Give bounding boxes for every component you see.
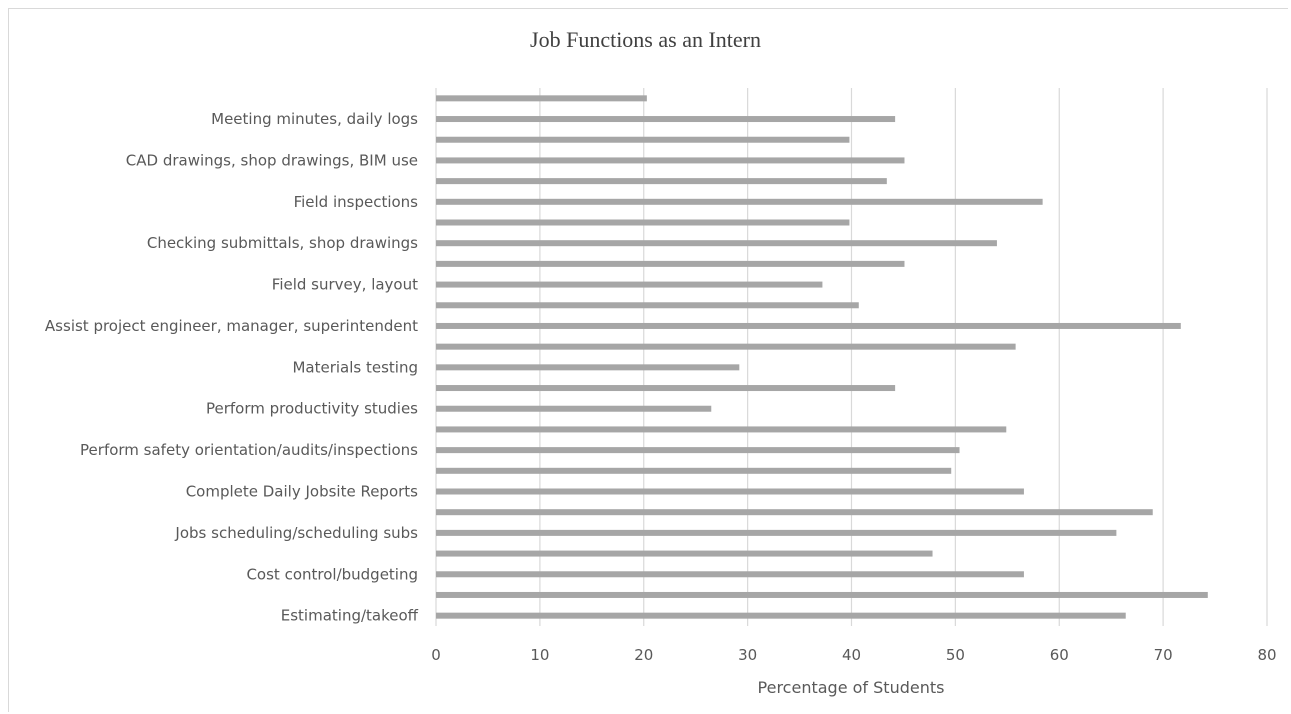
- x-tick-label: 20: [634, 646, 653, 664]
- category-label: Estimating/takeoff: [281, 607, 419, 625]
- bar: [436, 426, 1007, 433]
- x-tick-label: 80: [1257, 646, 1276, 664]
- bar: [436, 281, 823, 288]
- x-tick-label: 30: [738, 646, 757, 664]
- category-label: Materials testing: [292, 358, 418, 376]
- bar: [436, 157, 905, 164]
- category-label: Perform productivity studies: [206, 400, 418, 418]
- x-tick-label: 60: [1050, 646, 1069, 664]
- x-tick-label: 50: [946, 646, 965, 664]
- category-label: Cost control/budgeting: [246, 565, 418, 583]
- category-label: Assist project engineer, manager, superi…: [45, 317, 418, 335]
- x-tick-label: 70: [1154, 646, 1173, 664]
- bar: [436, 509, 1153, 516]
- bar: [436, 591, 1208, 598]
- category-label: Perform safety orientation/audits/inspec…: [80, 441, 418, 459]
- x-tick-label: 0: [431, 646, 441, 664]
- bar: [436, 405, 712, 412]
- bar: [436, 529, 1117, 536]
- category-label: Checking submittals, shop drawings: [147, 234, 418, 252]
- category-labels: Meeting minutes, daily logs CAD drawings,…: [45, 110, 419, 625]
- bar: [436, 178, 887, 185]
- gridlines: [435, 88, 1268, 626]
- chart-frame: [8, 8, 1288, 712]
- bar: [436, 467, 952, 474]
- bar: [436, 343, 1016, 350]
- x-axis-title: Percentage of Students: [758, 678, 945, 697]
- category-label: Complete Daily Jobsite Reports: [186, 483, 418, 501]
- x-tick-label: 10: [530, 646, 549, 664]
- x-tick-label: 40: [842, 646, 861, 664]
- bar: [436, 322, 1181, 329]
- bar: [436, 198, 1043, 205]
- category-label: Meeting minutes, daily logs: [211, 110, 418, 128]
- category-label: Jobs scheduling/scheduling subs: [174, 524, 418, 542]
- bar: [436, 571, 1024, 578]
- bar: [436, 136, 850, 143]
- bar: [436, 219, 850, 226]
- category-label: Field survey, layout: [272, 276, 418, 294]
- category-label: CAD drawings, shop drawings, BIM use: [126, 151, 418, 169]
- bar: [436, 240, 997, 247]
- category-label: Field inspections: [294, 193, 419, 211]
- bar: [436, 550, 933, 557]
- bar: [436, 260, 905, 267]
- x-tick-labels: 0 10 20 30 40 50 60 70 80: [431, 646, 1276, 664]
- bar: [436, 364, 740, 371]
- bar: [436, 447, 960, 454]
- bar: [436, 95, 647, 102]
- bar: [436, 385, 896, 392]
- bar: [436, 612, 1126, 619]
- chart-title: Job Functions as an Intern: [530, 27, 761, 52]
- bar: [436, 302, 859, 309]
- bar: [436, 116, 896, 123]
- bar: [436, 488, 1024, 495]
- bars: [436, 95, 1208, 619]
